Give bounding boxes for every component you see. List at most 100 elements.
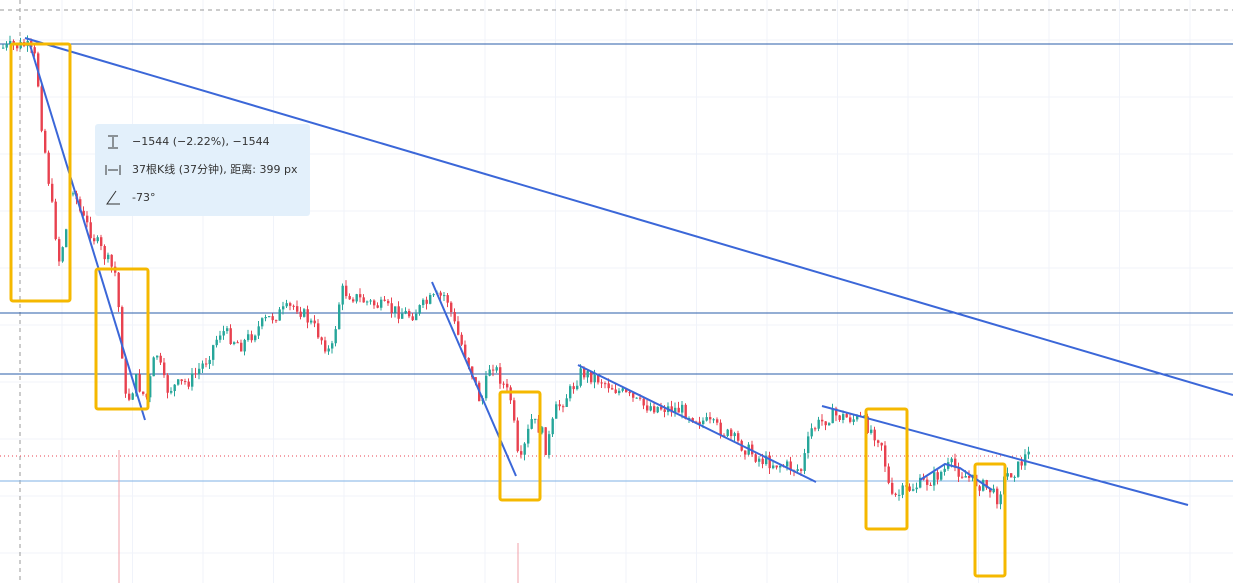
candle-body [226,328,229,332]
candle-body [884,445,887,467]
candle-body [128,393,131,400]
candle-body [96,237,99,242]
candle-body [933,472,936,486]
candle-body [394,306,397,313]
candle-body [873,429,876,441]
candle-body [401,313,404,319]
candle-body [446,295,449,303]
candle-body [149,376,152,398]
candle-body [278,309,281,321]
candle-body [810,428,813,437]
measure-tooltip: −1544 (−2.22%), −1544 37根K线 (37分钟), 距离: … [95,124,310,216]
candle-body [940,471,943,480]
candle-body [485,375,488,399]
candle-body [1006,473,1009,477]
candle-body [632,393,635,398]
candle-body [597,374,600,383]
candle-body [586,371,589,378]
candle-body [898,494,901,496]
candle-body [264,317,267,319]
candle-body [604,383,607,385]
candle-body [1020,461,1023,466]
candle-body [180,379,183,382]
candle-body [47,152,50,184]
candle-body [744,450,747,455]
candle-body [943,468,946,472]
candle-body [492,369,495,371]
candle-body [681,404,684,413]
candle-body [992,488,995,493]
candle-body [733,433,736,437]
candle-body [222,331,225,336]
candle-body [663,409,666,412]
candle-body [887,466,890,483]
candle-body [432,294,435,296]
candle-body [373,300,376,306]
candle-body [79,199,82,211]
candle-body [642,398,645,406]
candle-body [523,443,526,455]
candle-body [2,47,5,49]
candle-body [838,415,841,421]
candle-body [355,294,358,302]
candle-body [327,348,330,352]
candle-body [404,310,407,314]
candle-body [618,390,621,394]
candle-body [310,320,313,323]
trend-line [29,44,146,421]
candle-body [649,406,652,411]
candle-body [380,299,383,308]
candle-body [807,436,810,454]
tooltip-box [95,124,310,216]
candle-body [16,45,19,49]
candle-body [250,334,253,341]
candle-body [334,329,337,344]
candle-body [912,489,915,491]
candle-body [684,404,687,420]
candle-body [40,86,43,131]
candle-body [824,421,827,426]
candle-body [730,429,733,437]
candle-body [320,337,323,341]
candle-body [282,306,285,310]
candle-body [1017,461,1020,477]
candle-body [579,368,582,386]
candle-body [936,472,939,480]
candle-body [593,374,596,383]
candle-body [961,476,964,478]
candle-body [387,300,390,304]
candle-body [306,309,309,323]
candle-body [999,494,1002,505]
candle-body [236,342,239,344]
candle-body [751,444,754,455]
candle-body [51,183,54,202]
candle-body [9,41,12,44]
candle-body [275,320,278,322]
candle-body [152,357,155,377]
candle-body [534,418,537,420]
candle-body [842,414,845,421]
candle-body [800,469,803,471]
candle-body [656,406,659,413]
candle-body [362,297,365,303]
candle-body [712,419,715,421]
candle-body [397,306,400,319]
candle-body [138,374,141,392]
candle-body [110,254,113,267]
candle-body [926,479,929,485]
highlight-box [94,267,150,411]
candle-body [950,458,953,463]
candle-body [758,458,761,462]
candle-body [1013,476,1016,478]
candle-body [166,375,169,393]
candle-body [852,419,855,422]
candle-body [103,246,106,260]
candle-body [212,345,215,360]
candle-body [569,386,572,399]
candle-body [765,455,768,465]
candle-body [429,295,432,304]
candle-body [390,303,393,313]
candle-body [565,398,568,407]
horizontal-lines [0,43,1233,482]
